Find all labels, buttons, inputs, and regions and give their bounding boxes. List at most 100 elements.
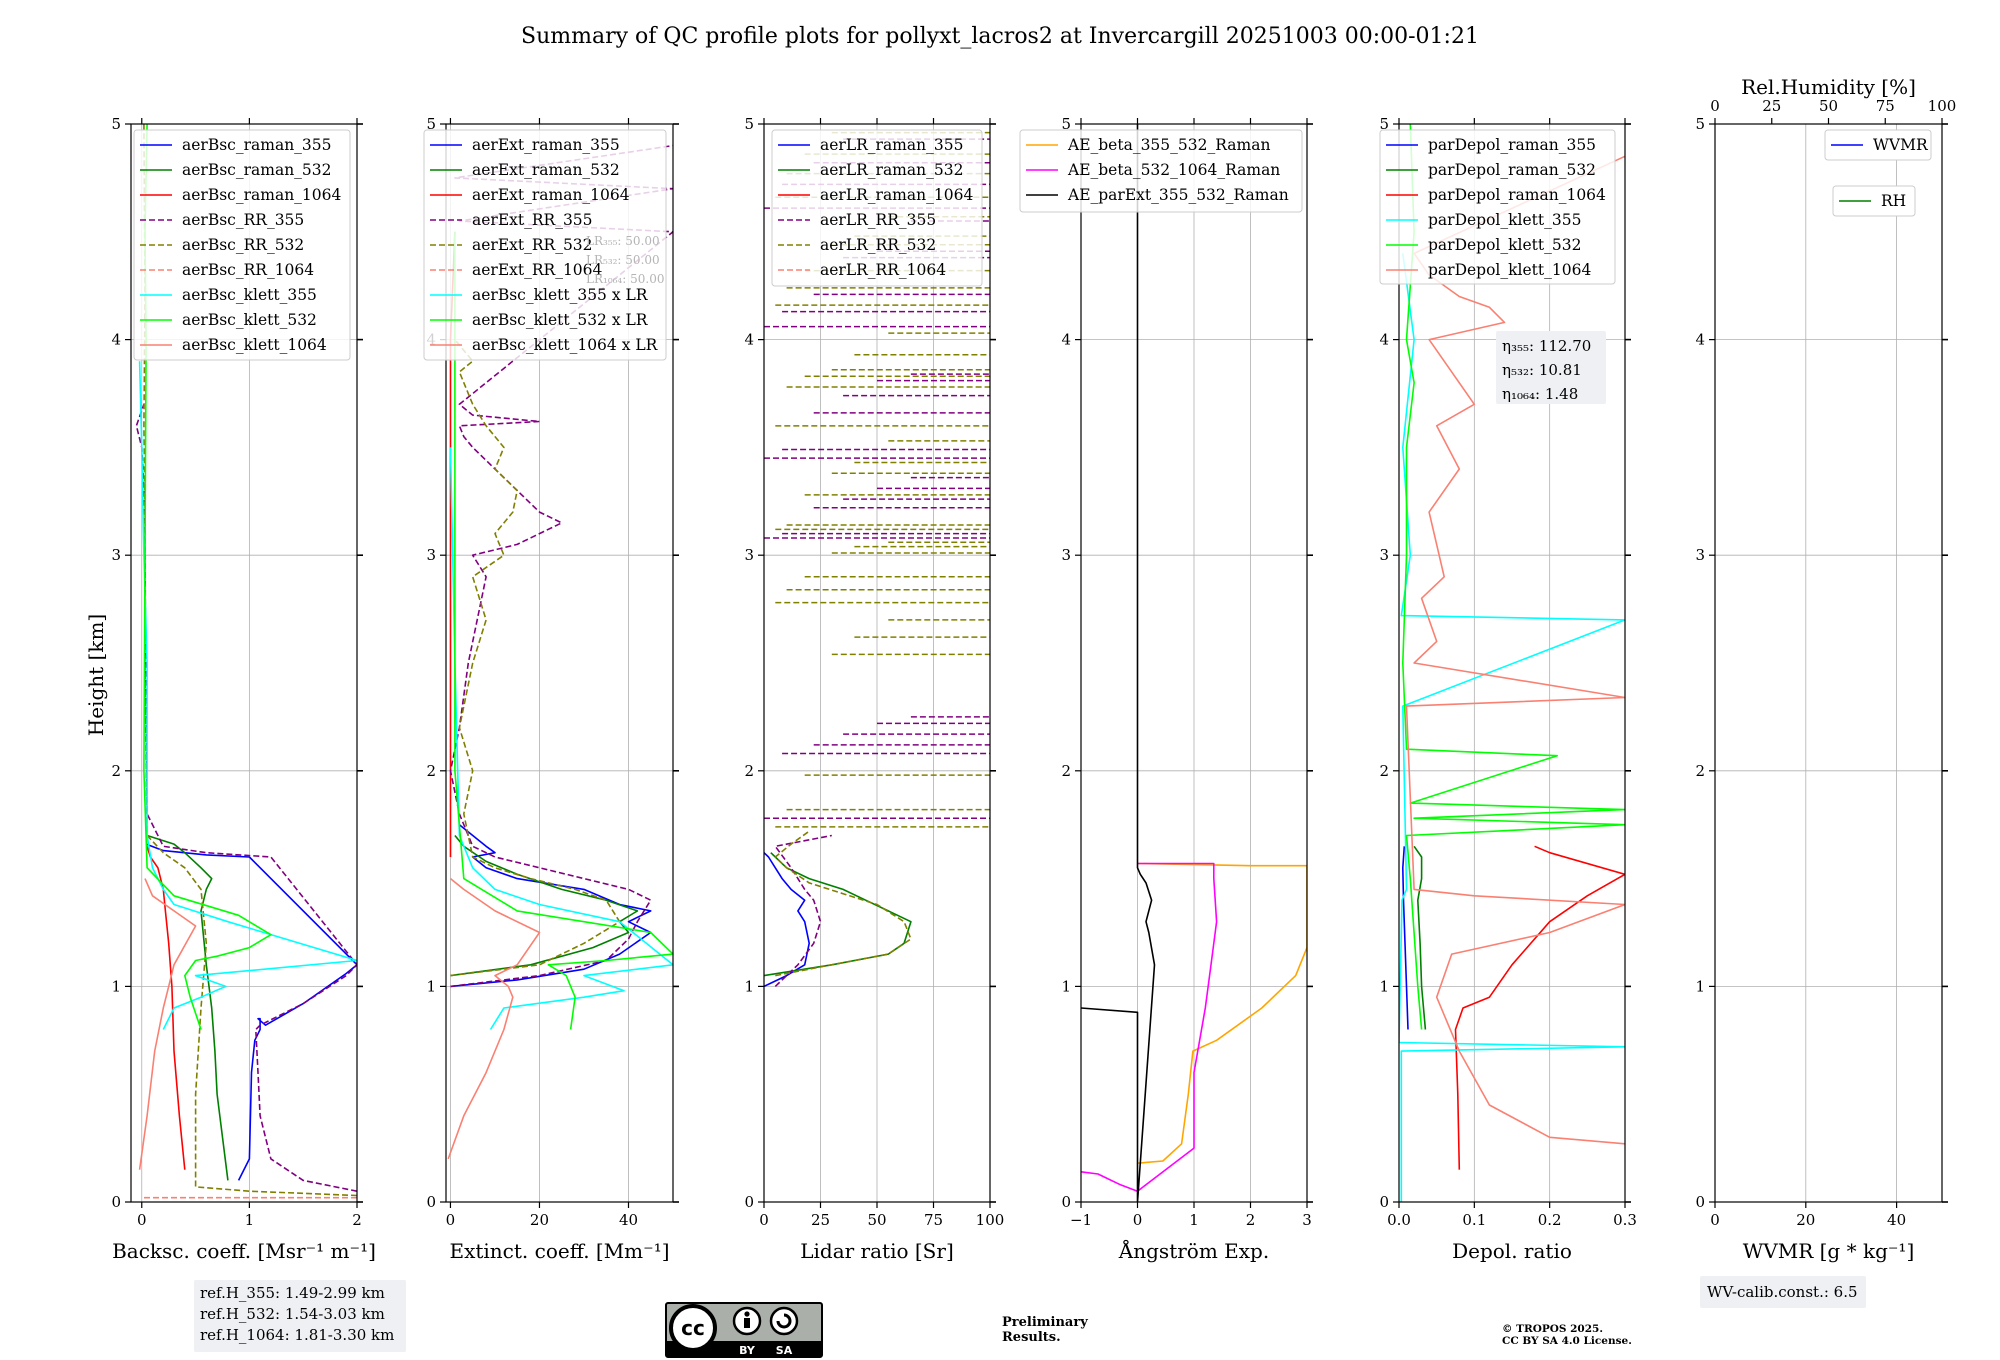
series-line-4 bbox=[449, 144, 673, 988]
legend-label: aerBsc_raman_1064 bbox=[182, 186, 342, 204]
x-tick-label: 1 bbox=[1189, 1211, 1199, 1229]
y-tick-label: 1 bbox=[1379, 977, 1389, 995]
series-line-5 bbox=[1402, 124, 1625, 1030]
x-tick-label: 40 bbox=[1887, 1211, 1906, 1229]
legend-box bbox=[423, 129, 667, 361]
series-line-7 bbox=[449, 447, 673, 1030]
x-tick-label: 0 bbox=[137, 1211, 147, 1229]
legend-box bbox=[1832, 185, 1916, 217]
series-line-6 bbox=[1405, 155, 1625, 1145]
series-line-2 bbox=[1413, 845, 1427, 1030]
y-tick-label: 0 bbox=[1061, 1193, 1071, 1211]
series-line-2 bbox=[1081, 862, 1218, 1192]
legend-label: aerExt_raman_1064 bbox=[472, 186, 630, 204]
legend-label: RH bbox=[1881, 192, 1906, 210]
series-line-5 bbox=[143, 124, 357, 1197]
legend-box bbox=[133, 129, 351, 361]
legend-label: aerBsc_RR_355 bbox=[182, 211, 304, 229]
y-tick-label: 2 bbox=[744, 762, 754, 780]
series-line-4 bbox=[774, 834, 832, 987]
series-line-8 bbox=[143, 124, 272, 1030]
series-line-2 bbox=[764, 852, 912, 977]
y-tick-label: 1 bbox=[426, 977, 436, 995]
chart-panels: 0 1 2 0 1 2 3 4 5 Backsc. coeff. [Msr⁻¹ m⁻¹] aerBs… bbox=[111, 75, 1956, 1352]
legend-label: aerBsc_raman_355 bbox=[182, 136, 332, 154]
y-tick-label: 4 bbox=[744, 331, 754, 349]
axes-frame bbox=[1398, 123, 1626, 1203]
legend-label: parDepol_klett_532 bbox=[1428, 236, 1581, 254]
y-tick-label: 5 bbox=[1061, 115, 1071, 133]
legend-label: aerBsc_klett_1064 x LR bbox=[472, 336, 659, 354]
series-line-1 bbox=[1402, 846, 1409, 1030]
cc-by-text: BY bbox=[739, 1344, 756, 1357]
legend-label: aerBsc_klett_532 x LR bbox=[472, 311, 649, 329]
legend-label: aerLR_raman_1064 bbox=[820, 186, 973, 204]
eta-box-bg bbox=[1496, 331, 1606, 404]
x-tick-label: 2 bbox=[1246, 1211, 1256, 1229]
legend-box bbox=[1019, 129, 1303, 213]
ref-height-text: ref.H_532: 1.54-3.03 km bbox=[200, 1305, 385, 1323]
axes-frame bbox=[1714, 123, 1943, 1203]
y-tick-label: 4 bbox=[1379, 331, 1389, 349]
y-tick-label: 2 bbox=[1379, 762, 1389, 780]
legend-label: parDepol_raman_1064 bbox=[1428, 186, 1606, 204]
axes-frame bbox=[445, 123, 674, 1203]
series-line-3 bbox=[146, 846, 186, 1170]
y-tick-label: 2 bbox=[1695, 762, 1705, 780]
cc-license-badge: cc BY SA bbox=[665, 1302, 823, 1358]
y-tick-label: 5 bbox=[111, 115, 121, 133]
legend: aerLR_raman_355 aerLR_raman_532 aerLR_rama… bbox=[771, 129, 983, 287]
y-tick-label: 3 bbox=[111, 546, 121, 564]
top-x-tick-label: 0 bbox=[1710, 97, 1720, 115]
legend: WVMR RH bbox=[1824, 129, 1932, 217]
wv-calib-box: WV-calib.const.: 6.5 bbox=[1700, 1276, 1866, 1308]
x-tick-label: 0 bbox=[1133, 1211, 1143, 1229]
legend-box bbox=[1379, 129, 1616, 285]
legend-label: aerExt_RR_532 bbox=[472, 236, 593, 254]
y-tick-label: 4 bbox=[111, 331, 121, 349]
x-tick-label: 0 bbox=[759, 1211, 769, 1229]
panel-1: 0 1 2 0 1 2 3 4 5 Backsc. coeff. [Msr⁻¹ m⁻¹] aerBs… bbox=[111, 115, 406, 1352]
sa-icon bbox=[769, 1306, 799, 1336]
license-text: CC BY SA 4.0 License. bbox=[1502, 1335, 1632, 1347]
x-axis-label: Backsc. coeff. [Msr⁻¹ m⁻¹] bbox=[112, 1239, 376, 1263]
legend-label: AE_beta_355_532_Raman bbox=[1067, 136, 1270, 154]
legend-label: aerLR_RR_532 bbox=[820, 236, 936, 254]
legend-label: aerExt_RR_355 bbox=[472, 211, 593, 229]
legend-label: aerBsc_klett_355 bbox=[182, 286, 317, 304]
eta-box: η₃₅₅: 112.70 η₅₃₂: 10.81 η₁₀₆₄: 1.48 bbox=[1496, 331, 1606, 404]
y-tick-label: 0 bbox=[1379, 1193, 1389, 1211]
x-tick-label: 2 bbox=[352, 1211, 362, 1229]
top-x-axis-label: Rel.Humidity [%] bbox=[1741, 75, 1916, 99]
y-tick-label: 3 bbox=[1379, 546, 1389, 564]
y-tick-label: 1 bbox=[1695, 977, 1705, 995]
series-line-1 bbox=[145, 843, 357, 1181]
y-tick-label: 5 bbox=[1379, 115, 1389, 133]
copyright-text: © TROPOS 2025. bbox=[1502, 1323, 1603, 1335]
legend-label: aerBsc_RR_1064 bbox=[182, 261, 314, 279]
plot-area bbox=[1399, 124, 1625, 1202]
series-line-1 bbox=[1137, 862, 1307, 1164]
y-tick-label: 3 bbox=[426, 546, 436, 564]
preliminary-label-2: Results. bbox=[1002, 1330, 1061, 1345]
figure-title: Summary of QC profile plots for pollyxt_… bbox=[521, 24, 1479, 49]
legend-label: parDepol_klett_1064 bbox=[1428, 261, 1591, 279]
x-axis-label: Depol. ratio bbox=[1452, 1239, 1572, 1263]
y-tick-label: 2 bbox=[426, 762, 436, 780]
legend-label: aerLR_RR_355 bbox=[820, 211, 936, 229]
x-tick-label: 25 bbox=[811, 1211, 830, 1229]
series-line-9 bbox=[138, 878, 197, 1170]
x-tick-label: 0 bbox=[1710, 1211, 1720, 1229]
y-tick-label: 5 bbox=[426, 115, 436, 133]
y-tick-label: 5 bbox=[744, 115, 754, 133]
x-tick-label: 40 bbox=[619, 1211, 638, 1229]
x-tick-label: 0.0 bbox=[1387, 1211, 1411, 1229]
legend-box bbox=[771, 129, 983, 287]
eta-text: η₁₀₆₄: 1.48 bbox=[1502, 385, 1578, 403]
series-line-7 bbox=[138, 361, 357, 1030]
panel-2: 02040012345Extinct. coeff. [Mm⁻¹]aerExt_… bbox=[423, 115, 679, 1263]
top-x-tick-label: 25 bbox=[1762, 97, 1781, 115]
x-tick-label: 0.2 bbox=[1538, 1211, 1562, 1229]
y-tick-label: 1 bbox=[111, 977, 121, 995]
legend-label: aerBsc_klett_355 x LR bbox=[472, 286, 649, 304]
